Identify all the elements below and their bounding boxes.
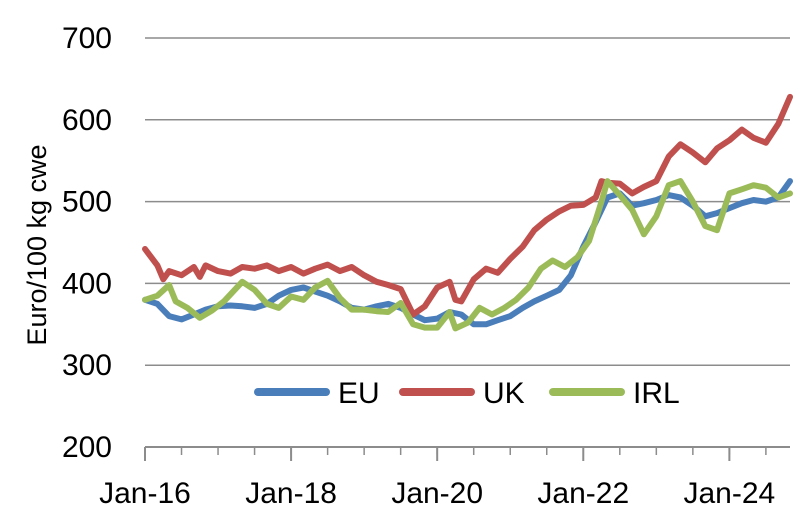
y-tick-label: 400 — [62, 267, 112, 300]
series-lines — [142, 93, 793, 332]
x-tick-label: Jan-20 — [391, 477, 483, 510]
gridlines — [145, 37, 790, 448]
y-tick-label: 500 — [62, 186, 112, 219]
x-axis-ticks: Jan-16 Jan-18 Jan-20 Jan-22 Jan-24 — [99, 447, 775, 510]
legend: EU UK IRL — [254, 377, 680, 410]
legend-label-irl: IRL — [633, 377, 680, 410]
x-tick-label: Jan-16 — [99, 477, 191, 510]
y-tick-label: 700 — [62, 22, 112, 55]
x-tick-label: Jan-18 — [245, 477, 337, 510]
y-tick-label: 300 — [62, 349, 112, 382]
x-tick-label: Jan-22 — [537, 477, 629, 510]
series-line-irl — [142, 178, 793, 332]
series-line-uk — [142, 93, 793, 318]
y-axis-label: Euro/100 kg cwe — [22, 144, 52, 345]
y-tick-label: 200 — [62, 431, 112, 464]
x-tick-label: Jan-24 — [684, 477, 776, 510]
y-axis-ticks: 200 300 400 500 600 700 — [62, 22, 112, 464]
legend-label-uk: UK — [483, 377, 525, 410]
legend-label-eu: EU — [338, 377, 380, 410]
y-tick-label: 600 — [62, 104, 112, 137]
